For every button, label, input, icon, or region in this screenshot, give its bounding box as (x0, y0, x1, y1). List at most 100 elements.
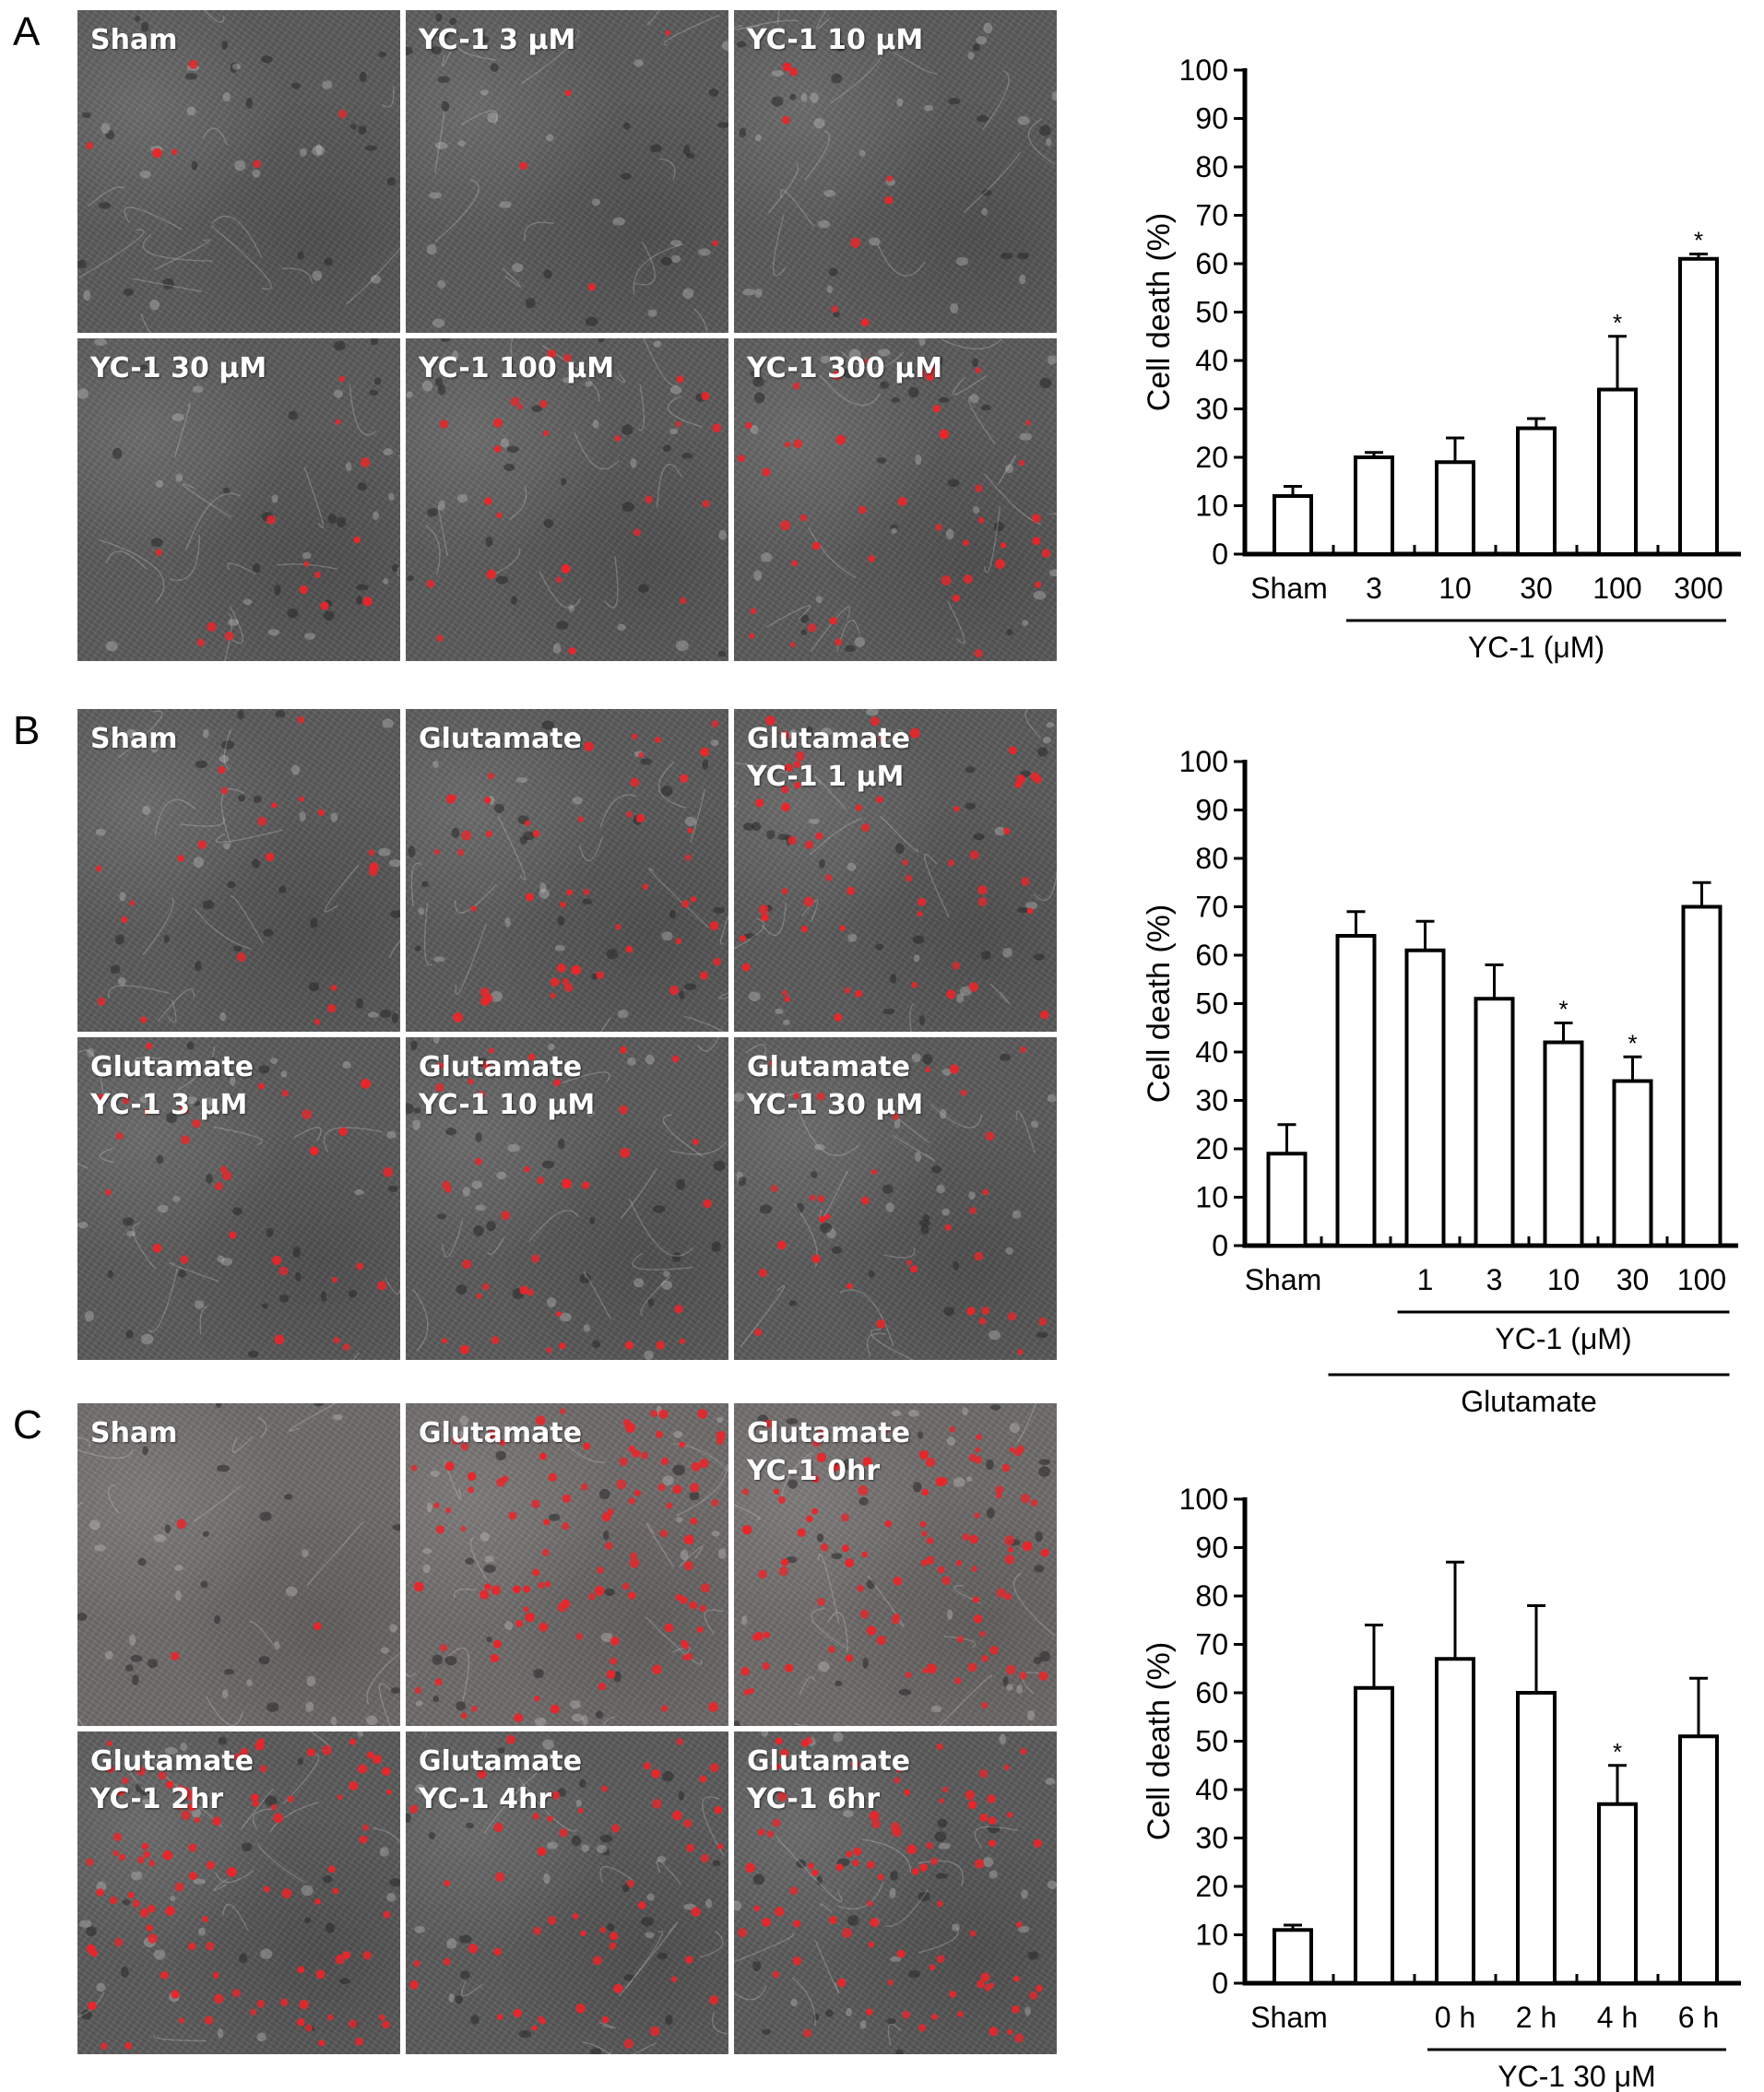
dead-cell-marker (444, 1185, 452, 1193)
dead-cell-marker (559, 1342, 566, 1350)
dead-cell-marker (1036, 1984, 1043, 1992)
neuron-body (1022, 620, 1029, 626)
neuron-body (912, 1482, 922, 1493)
neuron-body (977, 114, 989, 123)
neuron-body (683, 145, 691, 156)
neuron-body (766, 830, 775, 840)
dead-cell-marker (963, 539, 970, 547)
dead-cell-marker (444, 1507, 452, 1514)
dead-cell-marker (897, 496, 907, 506)
dead-cell-marker (700, 1583, 710, 1593)
dead-cell-marker (318, 2039, 326, 2047)
dead-cell-marker (332, 1887, 339, 1895)
significance-star: * (1694, 227, 1703, 254)
neuron-body (716, 1416, 724, 1423)
dead-cell-marker (642, 883, 649, 891)
dead-cell-marker (274, 1334, 285, 1345)
micrograph-image: Glutamate YC-1 10 μM (406, 1037, 728, 1360)
neuron-body (94, 338, 107, 347)
neuron-body (847, 933, 858, 942)
neuron-body (222, 92, 231, 102)
neurite (657, 761, 687, 809)
dead-cell-marker (699, 1604, 707, 1613)
category-label: 300 (1674, 572, 1723, 605)
neuron-body (156, 1154, 164, 1164)
neuron-body (327, 514, 337, 525)
dead-cell-marker (931, 2014, 938, 2020)
bar (1597, 387, 1638, 556)
bar (1681, 904, 1723, 1247)
neuron-body (518, 2029, 532, 2039)
dead-cell-marker (671, 1976, 678, 1982)
neuron-body (813, 118, 825, 129)
neurite (518, 1778, 577, 1832)
dead-cell-marker (601, 1512, 611, 1522)
dead-cell-marker (1014, 780, 1023, 788)
dead-cell-marker (1032, 514, 1038, 520)
dead-cell-marker (580, 1483, 588, 1491)
neuron-body (606, 949, 619, 960)
neuron-body (771, 70, 784, 77)
dead-cell-marker (686, 1843, 695, 1852)
dead-cell-marker (201, 1915, 209, 1922)
dead-cell-marker (459, 1344, 469, 1354)
neuron-body (935, 1873, 948, 1879)
neuron-body (495, 575, 509, 585)
dead-cell-marker (575, 2003, 586, 2014)
neuron-body (842, 1105, 853, 1111)
category-label: Sham (1245, 1263, 1322, 1296)
dead-cell-marker (460, 1442, 469, 1451)
dead-cell-marker (327, 1865, 336, 1873)
dead-cell-marker (333, 1337, 340, 1344)
neuron-body (243, 598, 253, 606)
neuron-body (924, 104, 934, 112)
dead-cell-marker (977, 516, 985, 524)
dead-cell-marker (659, 1529, 669, 1538)
neuron-body (708, 88, 719, 97)
neuron-body (911, 1053, 921, 1063)
neurite (819, 1170, 848, 1222)
neuron-body (184, 73, 197, 80)
dead-cell-marker (980, 1972, 990, 1982)
dead-cell-marker (626, 1879, 635, 1888)
neuron-body (661, 931, 673, 941)
dead-cell-marker (331, 1276, 338, 1283)
dead-cell-marker (479, 1590, 490, 1600)
neuron-body (89, 1519, 101, 1531)
dead-cell-marker (188, 1942, 196, 1951)
neurite (637, 384, 645, 431)
dead-cell-marker (488, 1047, 495, 1054)
dead-cell-marker (480, 997, 491, 1006)
neuron-body (129, 1634, 136, 1646)
dead-cell-marker (657, 1483, 666, 1492)
neuron-body (934, 1831, 947, 1842)
dead-cell-marker (259, 1765, 267, 1773)
neuron-body (413, 1107, 421, 1114)
micrograph-image: Sham (77, 1403, 400, 1726)
dead-cell-marker (356, 1262, 364, 1271)
y-tick-label: 60 (1195, 247, 1228, 280)
dead-cell-marker (752, 1634, 759, 1641)
neuron-body (299, 148, 307, 157)
neurite (521, 29, 580, 85)
dead-cell-marker (995, 1485, 1004, 1495)
dead-cell-marker (556, 1311, 562, 1318)
neurite (800, 899, 819, 922)
neurite (811, 1607, 848, 1650)
dead-cell-marker (562, 1178, 573, 1189)
dead-cell-marker (86, 1944, 96, 1954)
neuron-body (877, 349, 891, 357)
neuron-body (922, 1214, 930, 1222)
dead-cell-marker (666, 1502, 673, 1509)
dead-cell-marker (804, 1736, 813, 1745)
dead-cell-marker (539, 399, 548, 408)
y-tick-label: 100 (1179, 745, 1228, 778)
dead-cell-marker (281, 1888, 292, 1898)
neurite (241, 1788, 275, 1829)
neuron-body (558, 1139, 565, 1150)
neuron-body (669, 385, 682, 395)
dead-cell-marker (681, 900, 690, 908)
neuron-body (170, 1896, 176, 1902)
neuron-body (302, 1549, 309, 1558)
neuron-body (381, 1647, 389, 1654)
